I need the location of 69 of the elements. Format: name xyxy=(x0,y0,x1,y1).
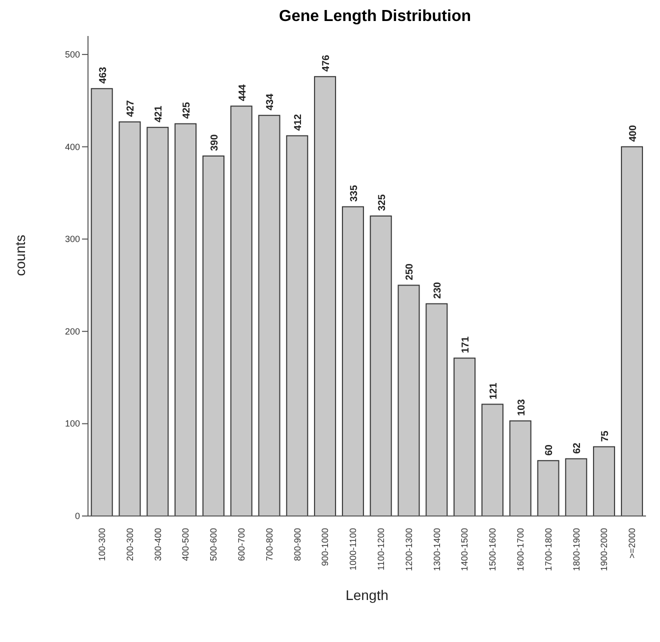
x-tick-label: 800-900 xyxy=(292,528,302,562)
x-tick-label: 1600-1700 xyxy=(515,528,526,572)
x-tick-label: 1000-1100 xyxy=(348,528,358,570)
x-tick-label: 100-300 xyxy=(96,528,107,562)
x-tick-label: 1900-2000 xyxy=(599,528,610,572)
bar xyxy=(620,146,643,516)
y-tick-label: 0 xyxy=(74,511,80,521)
data-label: 62 xyxy=(572,442,584,454)
bar xyxy=(258,114,280,516)
data-label: 335 xyxy=(348,184,360,202)
data-label: 75 xyxy=(600,430,612,442)
data-label: 103 xyxy=(516,398,528,416)
bar xyxy=(593,446,616,516)
x-tick-label: 500-600 xyxy=(208,528,219,562)
x-tick-label: 600-700 xyxy=(236,528,246,562)
bar xyxy=(509,420,532,516)
bar xyxy=(398,284,420,516)
x-tick-label: 200-300 xyxy=(124,528,135,562)
x-tick-label: 1800-1900 xyxy=(571,528,582,572)
y-tick-label: 400 xyxy=(64,142,80,152)
bar xyxy=(426,303,448,516)
x-tick-label: >=2000 xyxy=(627,528,638,559)
data-label: 121 xyxy=(488,382,500,400)
bar xyxy=(174,123,197,516)
x-tick-label: 700-800 xyxy=(264,528,274,562)
y-tick-label: 500 xyxy=(64,49,80,60)
x-tick-label: 1300-1400 xyxy=(432,528,442,572)
bar xyxy=(118,121,141,516)
data-label: 400 xyxy=(628,124,639,142)
x-tick-label: 1500-1600 xyxy=(488,528,498,572)
x-tick-label: 1100-1200 xyxy=(376,528,386,570)
bar xyxy=(565,458,588,516)
bar xyxy=(286,135,308,516)
data-label: 390 xyxy=(209,134,220,151)
chart-title: Gene Length Distribution xyxy=(278,8,472,26)
data-label: 230 xyxy=(432,282,444,299)
x-tick-label: 1700-1800 xyxy=(543,528,554,572)
data-label: 60 xyxy=(544,444,556,456)
y-axis-title: counts xyxy=(12,234,28,276)
data-label: 325 xyxy=(376,194,388,211)
bar xyxy=(481,404,504,516)
data-label: 476 xyxy=(321,54,332,72)
y-tick-label: 300 xyxy=(64,234,80,244)
bar xyxy=(342,206,364,516)
bar xyxy=(90,88,113,516)
data-label: 250 xyxy=(404,263,416,280)
data-label: 171 xyxy=(460,336,472,354)
x-axis-title: Length xyxy=(346,587,388,603)
bar xyxy=(537,460,560,516)
bar xyxy=(454,358,476,516)
data-label: 421 xyxy=(154,105,165,122)
data-label: 434 xyxy=(265,93,276,110)
data-label: 463 xyxy=(98,66,109,84)
bar xyxy=(202,156,224,516)
x-tick-label: 400-500 xyxy=(180,528,191,562)
x-tick-label: 1200-1300 xyxy=(404,528,414,572)
data-label: 444 xyxy=(237,84,248,102)
bar xyxy=(370,216,392,516)
data-label: 427 xyxy=(126,100,137,117)
x-tick-label: 1400-1500 xyxy=(460,528,470,572)
data-label: 412 xyxy=(293,114,304,131)
bar xyxy=(146,126,169,516)
x-tick-label: 300-400 xyxy=(152,528,163,562)
bar xyxy=(314,76,336,516)
x-tick-label: 900-1000 xyxy=(320,528,330,566)
bar xyxy=(230,106,252,516)
y-tick-label: 200 xyxy=(64,326,80,336)
y-tick-label: 100 xyxy=(64,418,80,429)
data-label: 425 xyxy=(182,102,193,119)
